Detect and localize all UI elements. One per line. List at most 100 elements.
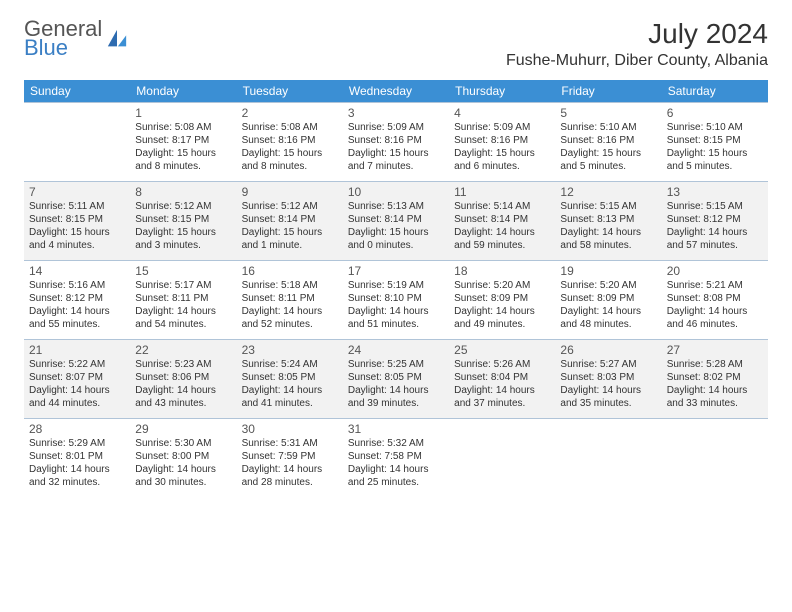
day-number: 16: [242, 264, 338, 278]
sun-info: Sunrise: 5:15 AMSunset: 8:12 PMDaylight:…: [667, 200, 763, 252]
calendar-cell: 17Sunrise: 5:19 AMSunset: 8:10 PMDayligh…: [343, 260, 449, 339]
sunrise-text: Sunrise: 5:12 AM: [242, 200, 338, 213]
day-number: 6: [667, 106, 763, 120]
day-number: 12: [560, 185, 656, 199]
sunset-text: Sunset: 8:08 PM: [667, 292, 763, 305]
sun-info: Sunrise: 5:15 AMSunset: 8:13 PMDaylight:…: [560, 200, 656, 252]
daylight-text: Daylight: 15 hours and 7 minutes.: [348, 147, 444, 173]
calendar-cell: 18Sunrise: 5:20 AMSunset: 8:09 PMDayligh…: [449, 260, 555, 339]
sun-info: Sunrise: 5:30 AMSunset: 8:00 PMDaylight:…: [135, 437, 231, 489]
sun-info: Sunrise: 5:24 AMSunset: 8:05 PMDaylight:…: [242, 358, 338, 410]
sunset-text: Sunset: 8:06 PM: [135, 371, 231, 384]
sun-info: Sunrise: 5:10 AMSunset: 8:15 PMDaylight:…: [667, 121, 763, 173]
day-number: 22: [135, 343, 231, 357]
day-number: 25: [454, 343, 550, 357]
daylight-text: Daylight: 15 hours and 0 minutes.: [348, 226, 444, 252]
daylight-text: Daylight: 15 hours and 3 minutes.: [135, 226, 231, 252]
daylight-text: Daylight: 14 hours and 41 minutes.: [242, 384, 338, 410]
sun-info: Sunrise: 5:11 AMSunset: 8:15 PMDaylight:…: [29, 200, 125, 252]
calendar-cell: 3Sunrise: 5:09 AMSunset: 8:16 PMDaylight…: [343, 102, 449, 181]
sunrise-text: Sunrise: 5:10 AM: [667, 121, 763, 134]
sunset-text: Sunset: 8:05 PM: [348, 371, 444, 384]
sunrise-text: Sunrise: 5:27 AM: [560, 358, 656, 371]
calendar-cell: 30Sunrise: 5:31 AMSunset: 7:59 PMDayligh…: [237, 418, 343, 497]
sunrise-text: Sunrise: 5:26 AM: [454, 358, 550, 371]
calendar-cell: 31Sunrise: 5:32 AMSunset: 7:58 PMDayligh…: [343, 418, 449, 497]
sun-info: Sunrise: 5:27 AMSunset: 8:03 PMDaylight:…: [560, 358, 656, 410]
calendar-week: 1Sunrise: 5:08 AMSunset: 8:17 PMDaylight…: [24, 102, 768, 181]
calendar-cell: 15Sunrise: 5:17 AMSunset: 8:11 PMDayligh…: [130, 260, 236, 339]
sunset-text: Sunset: 8:11 PM: [135, 292, 231, 305]
sun-info: Sunrise: 5:12 AMSunset: 8:14 PMDaylight:…: [242, 200, 338, 252]
sunset-text: Sunset: 8:11 PM: [242, 292, 338, 305]
sunrise-text: Sunrise: 5:15 AM: [667, 200, 763, 213]
calendar-cell: 5Sunrise: 5:10 AMSunset: 8:16 PMDaylight…: [555, 102, 661, 181]
sunrise-text: Sunrise: 5:32 AM: [348, 437, 444, 450]
sunset-text: Sunset: 8:16 PM: [242, 134, 338, 147]
sun-info: Sunrise: 5:12 AMSunset: 8:15 PMDaylight:…: [135, 200, 231, 252]
sunrise-text: Sunrise: 5:18 AM: [242, 279, 338, 292]
day-header: Friday: [555, 80, 661, 102]
daylight-text: Daylight: 14 hours and 51 minutes.: [348, 305, 444, 331]
daylight-text: Daylight: 14 hours and 46 minutes.: [667, 305, 763, 331]
calendar-cell: [24, 102, 130, 181]
daylight-text: Daylight: 14 hours and 43 minutes.: [135, 384, 231, 410]
calendar-week: 7Sunrise: 5:11 AMSunset: 8:15 PMDaylight…: [24, 181, 768, 260]
sun-info: Sunrise: 5:08 AMSunset: 8:16 PMDaylight:…: [242, 121, 338, 173]
sunset-text: Sunset: 8:01 PM: [29, 450, 125, 463]
sun-info: Sunrise: 5:23 AMSunset: 8:06 PMDaylight:…: [135, 358, 231, 410]
daylight-text: Daylight: 15 hours and 4 minutes.: [29, 226, 125, 252]
calendar-cell: 6Sunrise: 5:10 AMSunset: 8:15 PMDaylight…: [662, 102, 768, 181]
calendar-cell: 2Sunrise: 5:08 AMSunset: 8:16 PMDaylight…: [237, 102, 343, 181]
daylight-text: Daylight: 14 hours and 28 minutes.: [242, 463, 338, 489]
calendar-cell: 12Sunrise: 5:15 AMSunset: 8:13 PMDayligh…: [555, 181, 661, 260]
daylight-text: Daylight: 14 hours and 33 minutes.: [667, 384, 763, 410]
daylight-text: Daylight: 15 hours and 8 minutes.: [135, 147, 231, 173]
sunrise-text: Sunrise: 5:24 AM: [242, 358, 338, 371]
day-number: 17: [348, 264, 444, 278]
day-number: 26: [560, 343, 656, 357]
sunset-text: Sunset: 8:05 PM: [242, 371, 338, 384]
sunset-text: Sunset: 8:10 PM: [348, 292, 444, 305]
sun-info: Sunrise: 5:17 AMSunset: 8:11 PMDaylight:…: [135, 279, 231, 331]
sun-info: Sunrise: 5:21 AMSunset: 8:08 PMDaylight:…: [667, 279, 763, 331]
logo-blue-text: Blue: [24, 37, 102, 59]
daylight-text: Daylight: 14 hours and 37 minutes.: [454, 384, 550, 410]
sunrise-text: Sunrise: 5:14 AM: [454, 200, 550, 213]
calendar-cell: 28Sunrise: 5:29 AMSunset: 8:01 PMDayligh…: [24, 418, 130, 497]
sunset-text: Sunset: 8:16 PM: [348, 134, 444, 147]
logo-sail-icon: [106, 28, 128, 50]
calendar-cell: [555, 418, 661, 497]
daylight-text: Daylight: 14 hours and 32 minutes.: [29, 463, 125, 489]
sunrise-text: Sunrise: 5:31 AM: [242, 437, 338, 450]
calendar-cell: 25Sunrise: 5:26 AMSunset: 8:04 PMDayligh…: [449, 339, 555, 418]
sun-info: Sunrise: 5:18 AMSunset: 8:11 PMDaylight:…: [242, 279, 338, 331]
sunset-text: Sunset: 7:59 PM: [242, 450, 338, 463]
daylight-text: Daylight: 14 hours and 58 minutes.: [560, 226, 656, 252]
day-header: Thursday: [449, 80, 555, 102]
sunrise-text: Sunrise: 5:30 AM: [135, 437, 231, 450]
sun-info: Sunrise: 5:29 AMSunset: 8:01 PMDaylight:…: [29, 437, 125, 489]
sunrise-text: Sunrise: 5:19 AM: [348, 279, 444, 292]
sun-info: Sunrise: 5:31 AMSunset: 7:59 PMDaylight:…: [242, 437, 338, 489]
day-number: 3: [348, 106, 444, 120]
daylight-text: Daylight: 15 hours and 6 minutes.: [454, 147, 550, 173]
calendar-cell: 23Sunrise: 5:24 AMSunset: 8:05 PMDayligh…: [237, 339, 343, 418]
calendar-cell: 13Sunrise: 5:15 AMSunset: 8:12 PMDayligh…: [662, 181, 768, 260]
sunset-text: Sunset: 8:12 PM: [667, 213, 763, 226]
sunset-text: Sunset: 8:07 PM: [29, 371, 125, 384]
sunrise-text: Sunrise: 5:13 AM: [348, 200, 444, 213]
sunset-text: Sunset: 8:04 PM: [454, 371, 550, 384]
day-number: 5: [560, 106, 656, 120]
calendar-week: 21Sunrise: 5:22 AMSunset: 8:07 PMDayligh…: [24, 339, 768, 418]
sunset-text: Sunset: 8:17 PM: [135, 134, 231, 147]
sunset-text: Sunset: 7:58 PM: [348, 450, 444, 463]
sunset-text: Sunset: 8:09 PM: [560, 292, 656, 305]
sun-info: Sunrise: 5:14 AMSunset: 8:14 PMDaylight:…: [454, 200, 550, 252]
sun-info: Sunrise: 5:25 AMSunset: 8:05 PMDaylight:…: [348, 358, 444, 410]
day-number: 9: [242, 185, 338, 199]
sunrise-text: Sunrise: 5:20 AM: [560, 279, 656, 292]
day-headers-row: SundayMondayTuesdayWednesdayThursdayFrid…: [24, 80, 768, 102]
day-number: 31: [348, 422, 444, 436]
sun-info: Sunrise: 5:22 AMSunset: 8:07 PMDaylight:…: [29, 358, 125, 410]
